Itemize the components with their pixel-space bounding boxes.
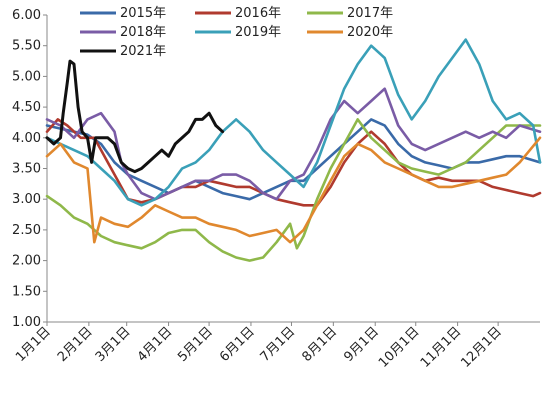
y-tick-label: 3.50: [12, 162, 41, 177]
x-tick-label: 4月1日: [135, 324, 176, 365]
y-tick-label: 4.50: [12, 100, 41, 115]
legend-label-2016: 2016年: [235, 6, 281, 21]
y-tick-label: 2.50: [12, 223, 41, 238]
y-tick-label: 6.00: [12, 8, 41, 23]
series-line-2019: [45, 38, 542, 207]
y-tick-label: 4.00: [12, 131, 41, 146]
legend-label-2017: 2017年: [347, 6, 393, 21]
series-line-2021: [45, 59, 225, 174]
x-tick-label: 10月1日: [376, 324, 423, 371]
legend-label-2019: 2019年: [235, 25, 281, 40]
legend-label-2021: 2021年: [120, 44, 166, 59]
legend-label-2020: 2020年: [347, 25, 393, 40]
x-tick-label: 8月1日: [299, 324, 340, 365]
x-tick-label: 1月1日: [13, 324, 54, 365]
x-tick-label: 2月1日: [55, 324, 96, 365]
x-tick-label: 3月1日: [93, 324, 134, 365]
y-axis: 1.00 1.50 2.00 2.50 3.00 3.50 4.00 4.50 5.00 5.50…: [12, 8, 48, 330]
x-tick-label: 6月1日: [217, 324, 258, 365]
series-lines: [45, 38, 542, 262]
y-tick-label: 2.00: [12, 254, 41, 269]
series-line-2020: [45, 136, 542, 244]
y-tick-label: 3.00: [12, 192, 41, 207]
x-tick-label: 5月1日: [175, 324, 216, 365]
y-tick-label: 5.50: [12, 39, 41, 54]
legend-label-2018: 2018年: [120, 25, 166, 40]
series-line-2017: [45, 118, 542, 262]
x-tick-label: 12月1日: [458, 324, 505, 371]
x-tick-label: 7月1日: [258, 324, 299, 365]
y-tick-label: 1.00: [12, 315, 41, 330]
y-tick-label: 5.00: [12, 69, 41, 84]
y-tick-label: 1.50: [12, 284, 41, 299]
legend: 2015年 2016年 2017年 2018年 2019年 2020年 2021年: [80, 6, 393, 59]
x-tick-label: 11月1日: [418, 324, 465, 371]
x-tick-label: 9月1日: [341, 324, 382, 365]
legend-label-2015: 2015年: [120, 6, 166, 21]
